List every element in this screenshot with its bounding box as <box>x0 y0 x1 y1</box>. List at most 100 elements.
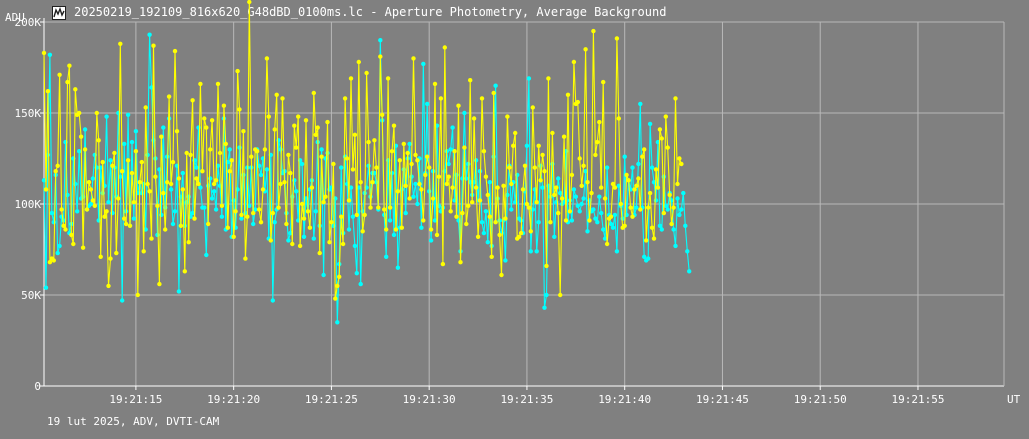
data-point <box>677 156 682 161</box>
data-point <box>442 45 447 50</box>
data-point <box>636 161 641 167</box>
data-point <box>579 183 584 188</box>
data-point <box>389 170 395 176</box>
data-point <box>372 138 377 143</box>
data-point <box>106 200 111 205</box>
data-point <box>127 223 133 228</box>
data-point <box>147 189 152 194</box>
data-point <box>170 221 176 227</box>
data-point <box>206 221 211 227</box>
data-point <box>651 236 657 241</box>
data-point <box>503 258 508 263</box>
data-point <box>591 28 596 34</box>
data-point <box>170 159 176 165</box>
data-point <box>620 216 625 221</box>
data-point <box>133 149 139 154</box>
data-point <box>391 232 397 238</box>
data-point <box>120 298 125 303</box>
data-point <box>534 249 539 254</box>
data-point <box>599 210 604 216</box>
data-point <box>122 141 127 147</box>
data-point <box>393 227 399 232</box>
data-point <box>270 210 275 216</box>
data-point <box>397 158 402 163</box>
x-tick-label: 19:21:40 <box>598 393 651 406</box>
data-point <box>499 272 504 278</box>
data-point <box>528 229 533 234</box>
data-point <box>155 203 160 208</box>
data-point <box>610 181 616 187</box>
data-point <box>172 48 178 54</box>
data-point <box>644 238 649 243</box>
data-point <box>452 149 457 154</box>
data-point <box>125 158 131 163</box>
data-point <box>556 176 561 181</box>
data-point <box>247 203 252 208</box>
data-point <box>462 145 467 150</box>
data-point <box>69 232 74 238</box>
y-tick-label: 100K <box>15 198 42 211</box>
data-point <box>208 176 213 181</box>
data-point <box>428 238 434 243</box>
data-point <box>301 234 307 239</box>
data-point <box>450 125 455 130</box>
data-point <box>313 209 318 214</box>
data-point <box>665 207 670 212</box>
data-point <box>215 81 221 87</box>
data-point <box>92 203 98 208</box>
data-point <box>196 181 201 187</box>
data-point <box>82 127 88 132</box>
data-point <box>235 187 240 192</box>
data-point <box>583 169 588 174</box>
data-point <box>581 163 586 168</box>
data-point <box>284 221 289 227</box>
data-point <box>612 185 618 190</box>
data-point <box>159 134 164 139</box>
data-point <box>649 165 655 170</box>
data-point <box>67 63 72 68</box>
data-point <box>583 47 588 52</box>
data-point <box>112 150 117 156</box>
data-point <box>436 174 442 179</box>
data-point <box>350 167 356 172</box>
data-point <box>268 238 273 243</box>
data-point <box>276 205 281 210</box>
data-point <box>485 192 490 198</box>
data-point <box>47 260 53 265</box>
data-point <box>239 216 244 221</box>
data-point <box>493 83 498 88</box>
data-point <box>646 256 651 261</box>
data-point <box>354 212 359 218</box>
data-point <box>182 269 187 274</box>
data-point <box>286 152 291 158</box>
data-point <box>395 189 401 194</box>
data-point <box>438 96 444 101</box>
data-point <box>348 76 354 81</box>
data-point <box>278 181 283 187</box>
data-point <box>577 156 582 161</box>
data-point <box>75 209 80 214</box>
data-point <box>387 205 393 210</box>
y-tick-label: 200K <box>15 16 42 29</box>
data-point <box>667 192 672 198</box>
data-point <box>370 180 375 185</box>
data-point <box>163 227 168 232</box>
data-point <box>589 190 594 196</box>
data-point <box>575 99 580 105</box>
data-point <box>487 180 492 185</box>
data-point <box>208 147 213 152</box>
data-point <box>473 185 479 190</box>
data-point <box>325 119 330 125</box>
data-point <box>198 185 203 190</box>
data-point <box>513 130 518 136</box>
data-point <box>501 183 506 188</box>
data-point <box>630 214 635 219</box>
data-point <box>209 118 215 123</box>
data-point <box>235 68 240 74</box>
data-point <box>585 229 590 234</box>
data-point <box>601 79 606 85</box>
data-point <box>131 200 137 205</box>
data-point <box>446 174 451 179</box>
data-point <box>202 116 207 121</box>
